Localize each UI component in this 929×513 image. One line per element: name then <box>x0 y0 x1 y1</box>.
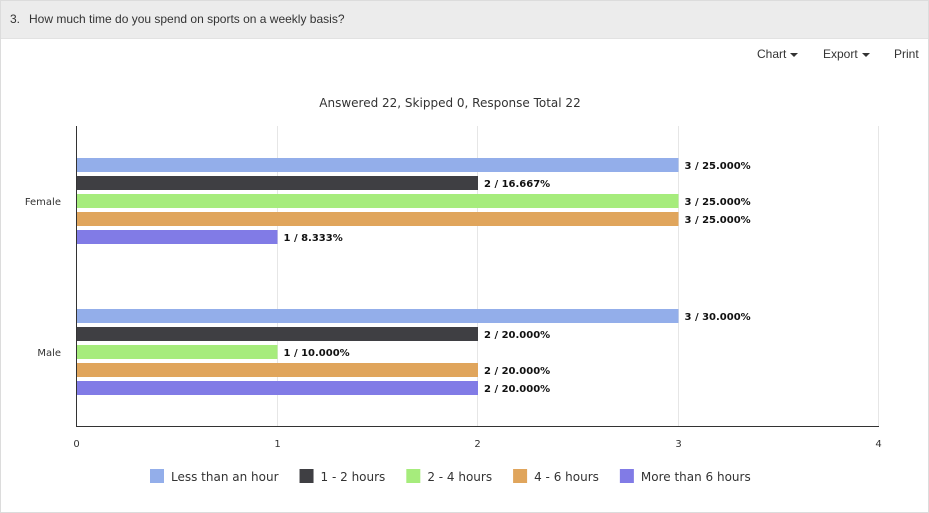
legend-swatch <box>406 469 421 483</box>
data-label: 1 / 8.333% <box>284 233 343 244</box>
bar[interactable] <box>77 158 679 172</box>
legend-item[interactable]: More than 6 hours <box>619 469 751 484</box>
legend-item[interactable]: Less than an hour <box>150 469 279 484</box>
bar[interactable] <box>77 381 478 395</box>
legend-swatch <box>513 469 528 483</box>
legend-item[interactable]: 2 - 4 hours <box>406 469 492 484</box>
x-tick-label: 3 <box>675 439 681 450</box>
legend-swatch <box>150 469 164 483</box>
chevron-down-icon <box>790 52 799 57</box>
bar[interactable] <box>77 327 478 341</box>
data-label: 3 / 25.000% <box>685 215 751 226</box>
legend-item[interactable]: 4 - 6 hours <box>513 469 599 484</box>
legend: Less than an hour 1 - 2 hours 2 - 4 hours 4… <box>150 469 751 484</box>
legend-label: 4 - 6 hours <box>534 470 599 484</box>
data-label: 2 / 20.000% <box>484 366 550 377</box>
print-button[interactable]: Print <box>894 47 919 61</box>
data-labels: 3 / 25.000% 2 / 16.667% 3 / 25.000% 3 / 25.… <box>284 161 751 395</box>
legend-item[interactable]: 1 - 2 hours <box>299 469 386 484</box>
bars <box>77 158 679 395</box>
axes: 0 1 2 3 4 Female Male <box>25 126 882 450</box>
bar[interactable] <box>77 230 278 244</box>
y-category-label: Male <box>37 348 61 359</box>
data-label: 1 / 10.000% <box>284 348 350 359</box>
question-text: How much time do you spend on sports on … <box>29 12 345 26</box>
question-header: 3. How much time do you spend on sports … <box>1 1 928 39</box>
response-summary: Answered 22, Skipped 0, Response Total 2… <box>319 96 580 110</box>
export-menu-label: Export <box>823 47 858 61</box>
x-tick-label: 1 <box>274 439 280 450</box>
legend-label: 2 - 4 hours <box>427 470 492 484</box>
x-tick-label: 4 <box>875 439 881 450</box>
legend-label: 1 - 2 hours <box>321 470 386 484</box>
data-label: 2 / 20.000% <box>484 384 550 395</box>
data-label: 3 / 25.000% <box>685 161 751 172</box>
x-tick-label: 2 <box>474 439 480 450</box>
x-tick-label: 0 <box>73 439 79 450</box>
chart-menu-button[interactable]: Chart <box>757 47 799 61</box>
bar[interactable] <box>77 363 478 377</box>
question-number: 3. <box>10 12 21 26</box>
bar[interactable] <box>77 194 679 208</box>
legend-label: More than 6 hours <box>641 470 751 484</box>
data-label: 2 / 16.667% <box>484 179 550 190</box>
data-label: 2 / 20.000% <box>484 330 550 341</box>
y-category-label: Female <box>25 197 61 208</box>
legend-swatch <box>619 469 634 483</box>
data-label: 3 / 25.000% <box>685 197 751 208</box>
bar[interactable] <box>77 309 679 323</box>
legend-label: Less than an hour <box>171 470 279 484</box>
chevron-down-icon <box>861 52 870 57</box>
bar[interactable] <box>77 212 679 226</box>
export-menu-button[interactable]: Export <box>823 47 870 61</box>
chart-menu-label: Chart <box>757 47 787 61</box>
bar[interactable] <box>77 176 478 190</box>
legend-swatch <box>299 469 314 483</box>
bar[interactable] <box>77 345 278 359</box>
data-label: 3 / 30.000% <box>685 312 751 323</box>
